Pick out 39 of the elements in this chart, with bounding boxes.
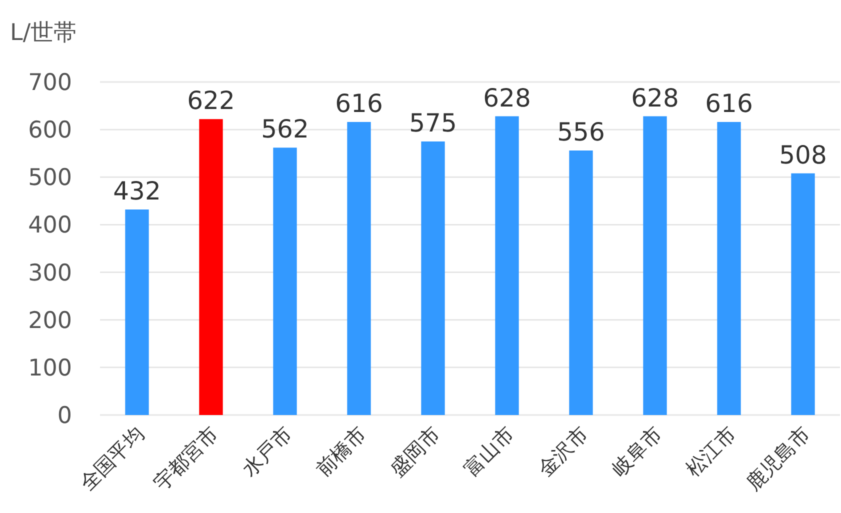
y-tick-label: 0 [57, 403, 72, 429]
y-tick-label: 700 [28, 70, 72, 96]
bar [273, 148, 297, 415]
y-tick-label: 300 [28, 260, 72, 286]
data-label: 432 [113, 176, 161, 206]
bar [495, 116, 519, 415]
data-label: 622 [187, 86, 235, 116]
data-label: 562 [261, 114, 309, 144]
data-label: 575 [409, 108, 457, 138]
x-tick-label: 松江市 [681, 422, 741, 481]
bar [125, 209, 149, 415]
x-tick-label: 前橋市 [311, 422, 371, 481]
y-tick-label: 500 [28, 165, 72, 192]
y-axis-title: L/世帯 [10, 20, 77, 46]
x-tick-label: 宇都宮市 [148, 422, 223, 496]
bar [199, 119, 223, 415]
data-label: 508 [779, 140, 827, 170]
x-tick-label: 水戸市 [237, 422, 297, 481]
x-tick-label: 鹿児島市 [740, 422, 815, 496]
data-label: 616 [335, 88, 383, 118]
x-tick-label: 金沢市 [533, 422, 593, 481]
bar [347, 122, 371, 415]
x-tick-label: 富山市 [459, 422, 519, 481]
x-tick-label: 岐阜市 [607, 422, 667, 481]
x-tick-label: 盛岡市 [385, 422, 445, 481]
bar [643, 116, 667, 415]
data-label: 556 [557, 118, 605, 147]
data-label: 628 [483, 83, 531, 112]
bar [569, 150, 593, 415]
y-tick-label: 400 [28, 212, 72, 239]
data-label: 628 [631, 83, 679, 112]
y-tick-label: 200 [28, 308, 72, 334]
bar [791, 173, 815, 415]
bar [717, 122, 741, 415]
bar [421, 141, 445, 415]
data-label: 616 [705, 88, 753, 118]
y-tick-label: 100 [28, 355, 72, 382]
x-tick-label: 全国平均 [74, 422, 149, 496]
y-tick-label: 600 [28, 118, 72, 144]
